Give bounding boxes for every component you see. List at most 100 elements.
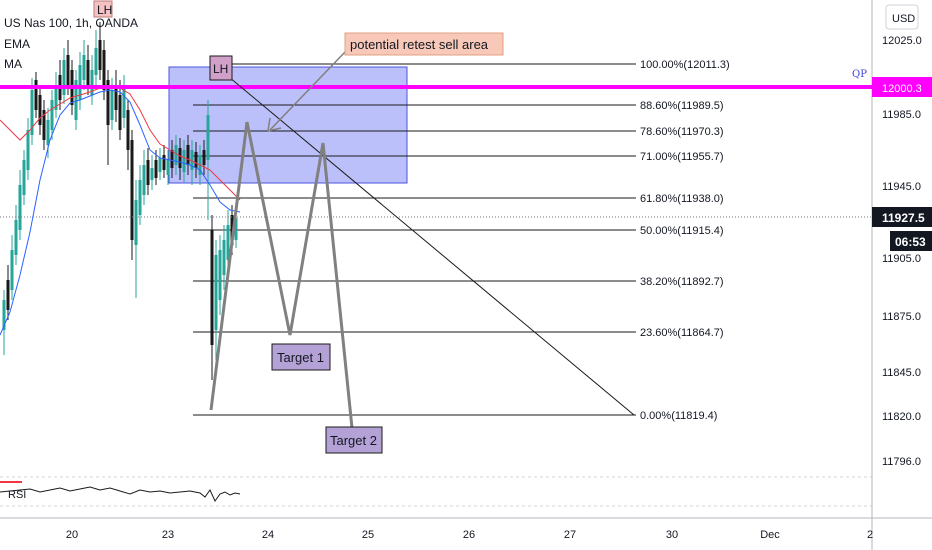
candle-body (18, 185, 22, 230)
price-tick-label: 11905.0 (882, 253, 921, 265)
fib-level-label: 61.80%(11938.0) (640, 193, 724, 205)
lh-zone-badge[interactable] (209, 55, 233, 81)
candle-body (130, 140, 134, 240)
candle-body (150, 168, 154, 180)
time-tick-label: 30 (666, 529, 678, 541)
candle-body (206, 115, 210, 160)
price-tick-label: 11796.0 (882, 456, 921, 468)
rsi-label[interactable]: RSI (8, 489, 26, 501)
candle-body (82, 55, 86, 80)
target-1-label: Target 1 (277, 350, 324, 365)
candle-body (30, 90, 34, 135)
lh-top-label: LH (97, 3, 112, 17)
ema-line (0, 89, 241, 336)
time-tick-label: 27 (564, 529, 576, 541)
candle-body (146, 160, 150, 185)
candle-body (74, 80, 78, 120)
candle-body (102, 50, 106, 90)
candle-body (134, 200, 138, 245)
candle-body (234, 218, 238, 240)
time-axis[interactable]: 20 23 24 25 26 27 30 Dec 2 (66, 529, 873, 541)
resistance-price-tag (872, 77, 932, 97)
candle-body (138, 180, 142, 215)
currency-button[interactable] (885, 4, 919, 30)
projection-path[interactable] (209, 121, 354, 429)
fib-level-label: 78.60%(11970.3) (640, 126, 724, 138)
time-tick-label: Dec (760, 529, 780, 541)
candle-body (166, 160, 170, 175)
fib-level-label: 38.20%(11892.7) (640, 276, 724, 288)
currency-label: USD (892, 13, 915, 25)
candle-body (46, 120, 50, 145)
target-1-callout[interactable] (271, 343, 331, 371)
candle-body (86, 60, 90, 85)
countdown-label: 06:53 (895, 235, 926, 249)
lh-top-badge[interactable] (93, 0, 113, 18)
current-price-label: 11927.5 (882, 211, 925, 225)
candle-body (214, 255, 218, 330)
candle-body (118, 95, 122, 130)
fib-level-label: 0.00%(11819.4) (640, 410, 717, 422)
candle-body (78, 65, 82, 100)
retest-arrowhead-icon (267, 117, 282, 132)
candle-body (218, 250, 222, 300)
candle-body (38, 95, 42, 125)
price-tick-label: 11820.0 (882, 411, 921, 423)
candle-body (26, 130, 30, 170)
retest-callout[interactable] (344, 32, 504, 56)
candle-body (182, 150, 186, 172)
sell-zone-box[interactable] (168, 66, 408, 184)
candle-body (106, 80, 110, 125)
symbol-title[interactable]: US Nas 100, 1h, OANDA (4, 16, 138, 30)
candle-body (158, 158, 162, 172)
candle-body (34, 80, 38, 110)
price-axis[interactable]: 12025.0 11985.0 11945.0 11905.0 11875.0 11845… (882, 35, 922, 468)
candle-body (98, 40, 102, 70)
candle-body (142, 165, 146, 195)
candle-body (22, 160, 26, 195)
trend-line[interactable] (210, 61, 635, 416)
candle-body (222, 240, 226, 275)
current-price-tag (872, 207, 932, 227)
price-tick-label: 11875.0 (882, 311, 921, 323)
indicator-ma-label[interactable]: MA (4, 57, 22, 71)
rsi-line (0, 486, 241, 502)
candle-body (226, 225, 230, 260)
indicator-ema-label[interactable]: EMA (4, 37, 30, 51)
candle-body (42, 110, 46, 140)
candle-body (122, 88, 126, 118)
candle-body (6, 280, 10, 310)
target-2-label: Target 2 (330, 433, 377, 448)
fib-level-label: 88.60%(11989.5) (640, 100, 724, 112)
candle-body (94, 48, 98, 75)
fib-retracement[interactable]: 100.00%(12011.3) 88.60%(11989.5) 78.60%(11… (193, 59, 730, 422)
candle-body (90, 70, 94, 95)
candle-body (114, 85, 118, 110)
candle-body (10, 250, 14, 290)
candle-body (54, 85, 58, 110)
candle-body (162, 155, 166, 170)
time-tick-label: 25 (362, 529, 374, 541)
candle-body (126, 110, 130, 150)
candle-body (14, 220, 18, 255)
candle-body (66, 55, 70, 85)
fib-level-label: 71.00%(11955.7) (640, 151, 724, 163)
countdown-tag (890, 231, 932, 251)
fib-level-label: 50.00%(11915.4) (640, 225, 724, 237)
target-2-callout[interactable] (325, 426, 383, 454)
candle-body (2, 300, 6, 330)
candle-body (170, 150, 174, 168)
candlesticks (2, 22, 238, 380)
lh-zone-label: LH (213, 62, 228, 76)
price-tick-label: 11945.0 (882, 181, 921, 193)
fib-level-label: 100.00%(12011.3) (640, 59, 730, 71)
candle-body (194, 152, 198, 168)
fib-level-label: 23.60%(11864.7) (640, 327, 724, 339)
time-tick-label: 23 (162, 529, 174, 541)
candle-body (110, 90, 114, 120)
candle-body (178, 148, 182, 168)
time-tick-label: 26 (463, 529, 475, 541)
price-tick-label: 11845.0 (882, 367, 921, 379)
price-tick-label: 11985.0 (882, 109, 921, 121)
